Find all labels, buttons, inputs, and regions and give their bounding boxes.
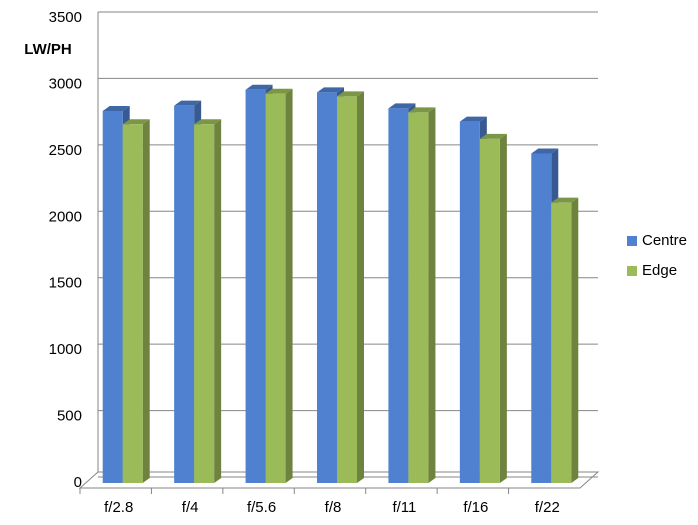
bar-top (531, 148, 559, 154)
x-tick-label: f/5.6 (247, 499, 276, 516)
bar (194, 124, 215, 484)
bar (408, 112, 429, 483)
bar-side (571, 197, 579, 483)
bar (102, 111, 123, 483)
x-tick-label: f/22 (535, 499, 560, 516)
legend-label: Edge (642, 262, 677, 279)
x-tick-label: f/2.8 (104, 499, 133, 516)
bar (265, 93, 286, 483)
bar-top (388, 103, 416, 109)
y-tick-label: 1000 (49, 341, 82, 358)
bar-top (317, 87, 344, 93)
x-tick-label: f/11 (392, 499, 416, 516)
bar-top (408, 107, 436, 113)
bar (122, 124, 143, 484)
bar-top (245, 84, 273, 90)
bar (551, 202, 572, 483)
y-axis-label: LW/PH (24, 41, 72, 58)
bar-top (265, 88, 293, 94)
y-tick-label: 2000 (49, 208, 82, 225)
bar (174, 105, 195, 483)
bar-side (357, 91, 364, 483)
y-tick-label: 1500 (49, 275, 82, 292)
x-tick-label: f/16 (463, 499, 488, 516)
bar-side (285, 88, 293, 483)
bar-side (499, 133, 507, 483)
legend-swatch (627, 236, 637, 246)
bar (245, 89, 266, 483)
bar-top (102, 106, 130, 111)
bar (531, 153, 552, 483)
y-tick-label: 500 (57, 408, 82, 425)
bar-side (428, 107, 436, 483)
bar (388, 108, 409, 483)
bar-top (551, 197, 579, 203)
bar (479, 138, 500, 483)
legend-label: Centre (642, 232, 687, 249)
bar-top (174, 100, 202, 106)
bar (317, 92, 337, 484)
bar (459, 121, 480, 483)
x-tick-label: f/4 (182, 499, 199, 516)
y-tick-label: 2500 (49, 142, 82, 159)
x-tick-label: f/8 (325, 499, 342, 516)
y-tick-label: 3500 (49, 9, 82, 26)
bar-side (142, 119, 150, 484)
y-tick-label: 0 (74, 474, 82, 491)
y-tick-label: 3000 (49, 75, 82, 92)
bar-top (337, 91, 364, 97)
bar-side (214, 119, 222, 484)
bar-top (459, 116, 487, 122)
bar-top (194, 119, 222, 125)
bar (337, 96, 357, 483)
bar-top (479, 133, 507, 139)
legend-swatch (627, 266, 637, 276)
bar-top (122, 119, 150, 125)
